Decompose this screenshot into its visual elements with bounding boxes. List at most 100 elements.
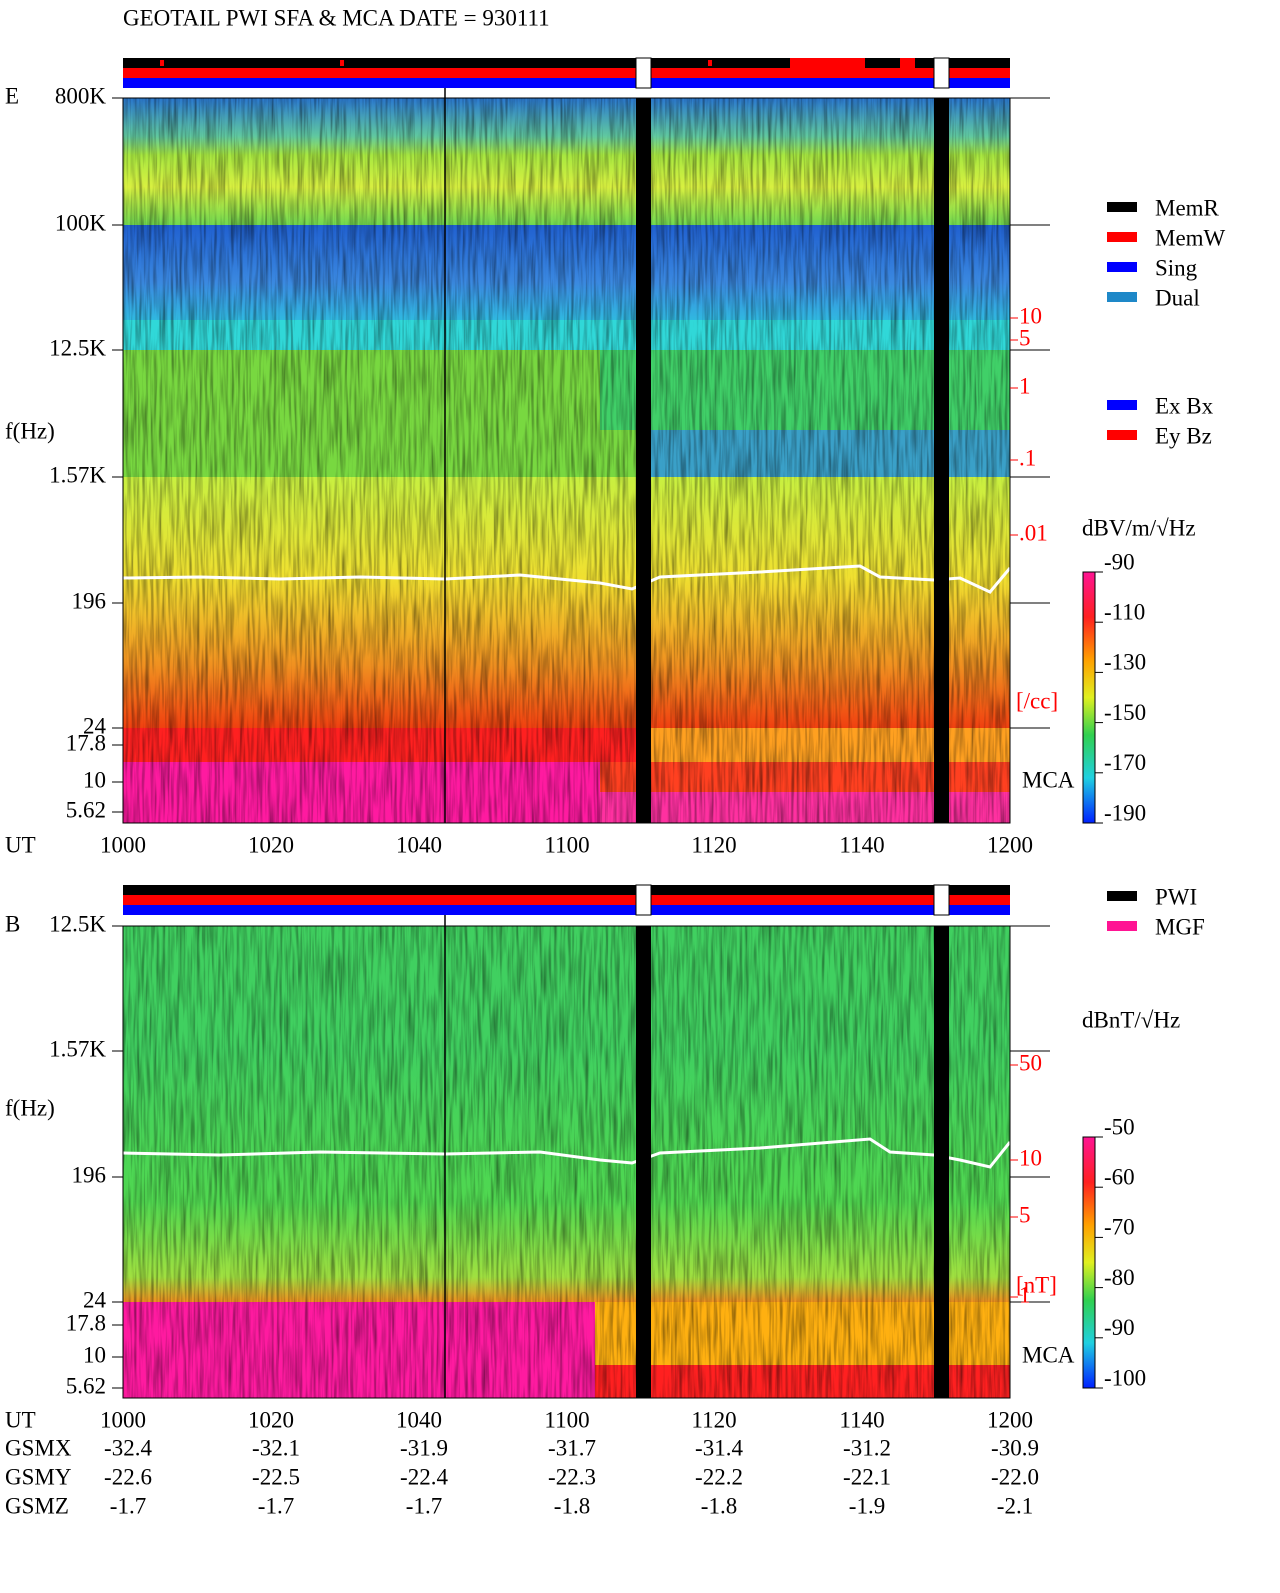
y-tick-label: 10 — [83, 1342, 106, 1367]
orbit-row-name: GSMX — [5, 1435, 72, 1460]
orbit-value: -32.4 — [104, 1435, 152, 1460]
colorbar-tick-label: -150 — [1104, 700, 1146, 725]
legend-label: MemR — [1155, 195, 1220, 220]
orbit-value: -1.7 — [258, 1493, 294, 1518]
orbit-value: -31.9 — [400, 1435, 448, 1460]
legend-swatch — [1107, 202, 1137, 212]
legend-label: MGF — [1155, 914, 1205, 939]
orbit-value: -1.9 — [849, 1493, 885, 1518]
density-tick-label: 10 — [1019, 1145, 1042, 1170]
colorbar-unit: dBV/m/√Hz — [1082, 515, 1196, 540]
y-tick-label: 196 — [72, 1162, 107, 1187]
density-tick-label: .01 — [1019, 520, 1048, 545]
legend-swatch — [1107, 292, 1137, 302]
x-tick-label: 1120 — [691, 1407, 736, 1432]
orbit-value: -22.4 — [400, 1464, 448, 1489]
spectrogram-b — [122, 885, 1012, 1399]
y-tick-label: 5.62 — [66, 797, 106, 822]
x-tick-label: 1000 — [100, 832, 146, 857]
colorbar-tick-label: -90 — [1104, 1315, 1135, 1340]
colorbar-tick-label: -80 — [1104, 1265, 1135, 1290]
colorbar — [1082, 1136, 1096, 1389]
x-tick-label: 1040 — [396, 832, 442, 857]
density-tick-label: 1 — [1019, 373, 1031, 398]
orbit-value: -31.4 — [695, 1435, 743, 1460]
orbit-value: -22.6 — [104, 1464, 152, 1489]
orbit-value: -1.8 — [701, 1493, 737, 1518]
x-tick-label: 1100 — [544, 1407, 589, 1432]
y-tick-label: 10 — [83, 767, 106, 792]
y-tick-label: 1.57K — [49, 462, 106, 487]
x-tick-label: 1200 — [987, 1407, 1033, 1432]
legend-label: Ex Bx — [1155, 393, 1214, 418]
colorbar-tick-label: -90 — [1104, 549, 1135, 574]
x-tick-label: 1020 — [248, 1407, 294, 1432]
legend-label: Ey Bz — [1155, 423, 1212, 448]
legend-label: MemW — [1155, 225, 1226, 250]
legend-swatch — [1107, 921, 1137, 931]
legend-label: PWI — [1155, 884, 1197, 909]
x-tick-label: 1140 — [839, 832, 884, 857]
colorbar-tick-label: -130 — [1104, 650, 1146, 675]
orbit-row-name: GSMY — [5, 1464, 72, 1489]
orbit-value: -22.3 — [548, 1464, 596, 1489]
orbit-value: -30.9 — [991, 1435, 1039, 1460]
y-tick-label: 800K — [55, 83, 107, 108]
colorbar-tick-label: -50 — [1104, 1114, 1135, 1139]
status-bar-b — [123, 884, 1010, 916]
panel-label: B — [5, 911, 20, 936]
x-axis-label: UT — [5, 832, 36, 857]
y-tick-label: 5.62 — [66, 1373, 106, 1398]
density-tick-label: 50 — [1019, 1050, 1042, 1075]
legend-label: Sing — [1155, 255, 1198, 280]
y-tick-label: 196 — [72, 588, 107, 613]
legend-swatch — [1107, 400, 1137, 410]
x-tick-label: 1000 — [100, 1407, 146, 1432]
y-tick-label: 17.8 — [66, 730, 106, 755]
status-bar-e — [123, 57, 1010, 89]
mca-label: MCA — [1022, 1342, 1075, 1367]
orbit-row-name: GSMZ — [5, 1493, 69, 1518]
x-tick-label: 1040 — [396, 1407, 442, 1432]
density-tick-label: 5 — [1019, 1202, 1031, 1227]
x-tick-label: 1200 — [987, 832, 1033, 857]
orbit-value: -22.5 — [252, 1464, 300, 1489]
legend-swatch — [1107, 262, 1137, 272]
y-tick-label: 12.5K — [49, 335, 106, 360]
orbit-value: -1.8 — [554, 1493, 590, 1518]
legend-swatch — [1107, 430, 1137, 440]
x-tick-label: 1120 — [691, 832, 736, 857]
colorbar-tick-label: -100 — [1104, 1365, 1146, 1390]
panel-label: E — [5, 83, 19, 108]
y-tick-label: 24 — [83, 1287, 107, 1312]
density-tick-label: 5 — [1019, 325, 1031, 350]
colorbar-tick-label: -110 — [1104, 599, 1145, 624]
orbit-value: -1.7 — [110, 1493, 146, 1518]
orbit-value: -1.7 — [406, 1493, 442, 1518]
x-tick-label: 1020 — [248, 832, 294, 857]
y-axis-label: f(Hz) — [5, 418, 55, 443]
title: GEOTAIL PWI SFA & MCA DATE = 930111 — [123, 5, 550, 30]
x-tick-label: 1100 — [544, 832, 589, 857]
legend-label: Dual — [1155, 285, 1200, 310]
y-tick-label: 100K — [55, 210, 107, 235]
y-axis-label: f(Hz) — [5, 1095, 55, 1120]
colorbar-tick-label: -170 — [1104, 750, 1146, 775]
orbit-value: -2.1 — [997, 1493, 1033, 1518]
colorbar-tick-label: -190 — [1104, 800, 1146, 825]
colorbar-unit: dBnT/√Hz — [1082, 1007, 1180, 1032]
colorbar-tick-label: -60 — [1104, 1164, 1135, 1189]
orbit-value: -22.0 — [991, 1464, 1039, 1489]
orbit-value: -31.7 — [548, 1435, 596, 1460]
y-tick-label: 12.5K — [49, 911, 106, 936]
colorbar — [1082, 571, 1096, 824]
density-unit: [/cc] — [1016, 688, 1058, 713]
colorbar-tick-label: -70 — [1104, 1215, 1135, 1240]
orbit-value: -31.2 — [843, 1435, 891, 1460]
orbit-value: -22.2 — [695, 1464, 743, 1489]
x-axis-label: UT — [5, 1407, 36, 1432]
y-tick-label: 1.57K — [49, 1036, 106, 1061]
spectrogram-e — [122, 58, 1012, 824]
density-tick-label: 1 — [1019, 1282, 1031, 1307]
